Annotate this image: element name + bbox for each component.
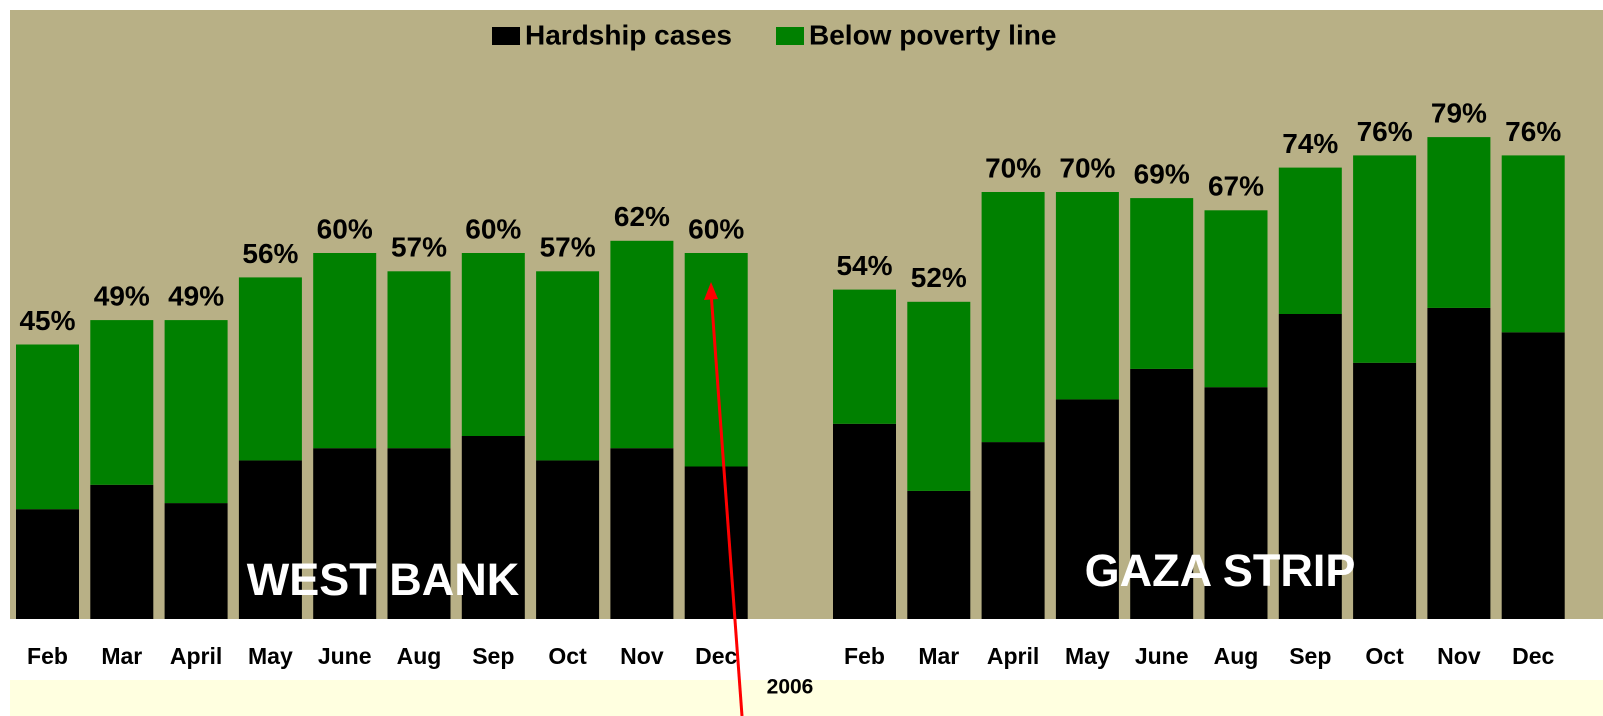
bar-segment — [387, 271, 451, 449]
bar-segment — [1204, 387, 1268, 619]
x-tick-label: June — [318, 643, 372, 669]
legend-label: Hardship cases — [525, 19, 732, 50]
bar-segment — [1427, 307, 1491, 619]
data-label: 62% — [614, 201, 670, 232]
data-label: 60% — [465, 213, 521, 244]
bar-segment — [238, 460, 302, 619]
x-tick-label: Mar — [918, 643, 959, 669]
legend-label: Below poverty line — [809, 19, 1056, 50]
bar-segment — [90, 484, 154, 619]
x-tick-label: Nov — [620, 643, 664, 669]
bar-segment — [981, 442, 1045, 619]
bar-segment — [461, 436, 525, 619]
data-label: 67% — [1208, 171, 1264, 202]
data-label: 60% — [688, 213, 744, 244]
bar-segment — [536, 460, 600, 619]
bar-segment — [610, 448, 674, 619]
x-tick-label: Feb — [27, 643, 68, 669]
bar-segment — [1278, 167, 1342, 314]
bar-segment — [164, 503, 228, 619]
bar-segment — [684, 466, 748, 619]
bar-segment — [1130, 198, 1194, 369]
bar-segment — [536, 271, 600, 461]
data-label: 74% — [1282, 128, 1338, 159]
data-label: 49% — [94, 280, 150, 311]
arrow-line — [709, 291, 744, 716]
footer-band — [10, 680, 1603, 716]
x-tick-label: Sep — [1289, 643, 1331, 669]
bar-segment — [1353, 155, 1417, 363]
x-tick-label: April — [170, 643, 222, 669]
bar-segment — [1501, 332, 1565, 619]
x-tick-label: Nov — [1437, 643, 1481, 669]
bar-segment — [907, 490, 971, 619]
x-tick-label: Aug — [397, 643, 442, 669]
bar-segment — [90, 320, 154, 485]
x-axis-label: 2006 — [767, 676, 814, 699]
bar-segment — [1055, 399, 1119, 619]
data-label: 52% — [911, 262, 967, 293]
x-tick-label: Dec — [695, 643, 737, 669]
bar-segment — [833, 289, 896, 424]
bar-segment — [313, 448, 377, 619]
x-tick-label: Aug — [1214, 643, 1259, 669]
bar-segment — [833, 423, 896, 619]
bar-segment — [387, 448, 451, 619]
x-tick-label: Feb — [844, 643, 885, 669]
bar-segment — [610, 240, 674, 449]
data-label: 76% — [1505, 116, 1561, 147]
data-label: 45% — [19, 305, 75, 336]
bar-segment — [16, 509, 79, 619]
legend-swatch — [492, 27, 520, 45]
x-tick-label: Dec — [1512, 643, 1554, 669]
bar-segment — [1353, 362, 1417, 619]
bar-segment — [313, 253, 377, 449]
data-label: 54% — [836, 250, 892, 281]
group-title: GAZA STRIP — [1085, 545, 1356, 596]
bar-segment — [907, 301, 971, 491]
bar-segment — [164, 320, 228, 504]
x-tick-label: April — [987, 643, 1039, 669]
data-label: 70% — [1059, 152, 1115, 183]
x-tick-label: May — [1065, 643, 1110, 669]
bar-segment — [238, 277, 302, 461]
x-tick-label: Oct — [1365, 643, 1404, 669]
bar-segment — [1501, 155, 1565, 333]
data-label: 60% — [317, 213, 373, 244]
arrow-head — [704, 282, 718, 300]
bar-segment — [1278, 314, 1342, 619]
data-label: 76% — [1357, 116, 1413, 147]
data-label: 57% — [540, 232, 596, 263]
x-tick-label: Sep — [472, 643, 514, 669]
bar-segment — [1130, 368, 1194, 619]
data-label: 79% — [1431, 97, 1487, 128]
bar-segment — [16, 344, 79, 510]
data-label: 49% — [168, 280, 224, 311]
bar-segment — [1055, 192, 1119, 400]
x-tick-label: May — [248, 643, 293, 669]
group-title: WEST BANK — [247, 554, 520, 605]
bar-segment — [1427, 137, 1491, 308]
bar-segment — [981, 192, 1045, 443]
data-label: 56% — [242, 238, 298, 269]
x-tick-label: June — [1135, 643, 1189, 669]
data-label: 69% — [1134, 158, 1190, 189]
x-tick-label: Mar — [101, 643, 142, 669]
legend-swatch — [776, 27, 804, 45]
data-label: 57% — [391, 232, 447, 263]
x-tick-label: Oct — [548, 643, 587, 669]
bar-segment — [1204, 210, 1268, 388]
data-label: 70% — [985, 152, 1041, 183]
bar-segment — [461, 253, 525, 436]
